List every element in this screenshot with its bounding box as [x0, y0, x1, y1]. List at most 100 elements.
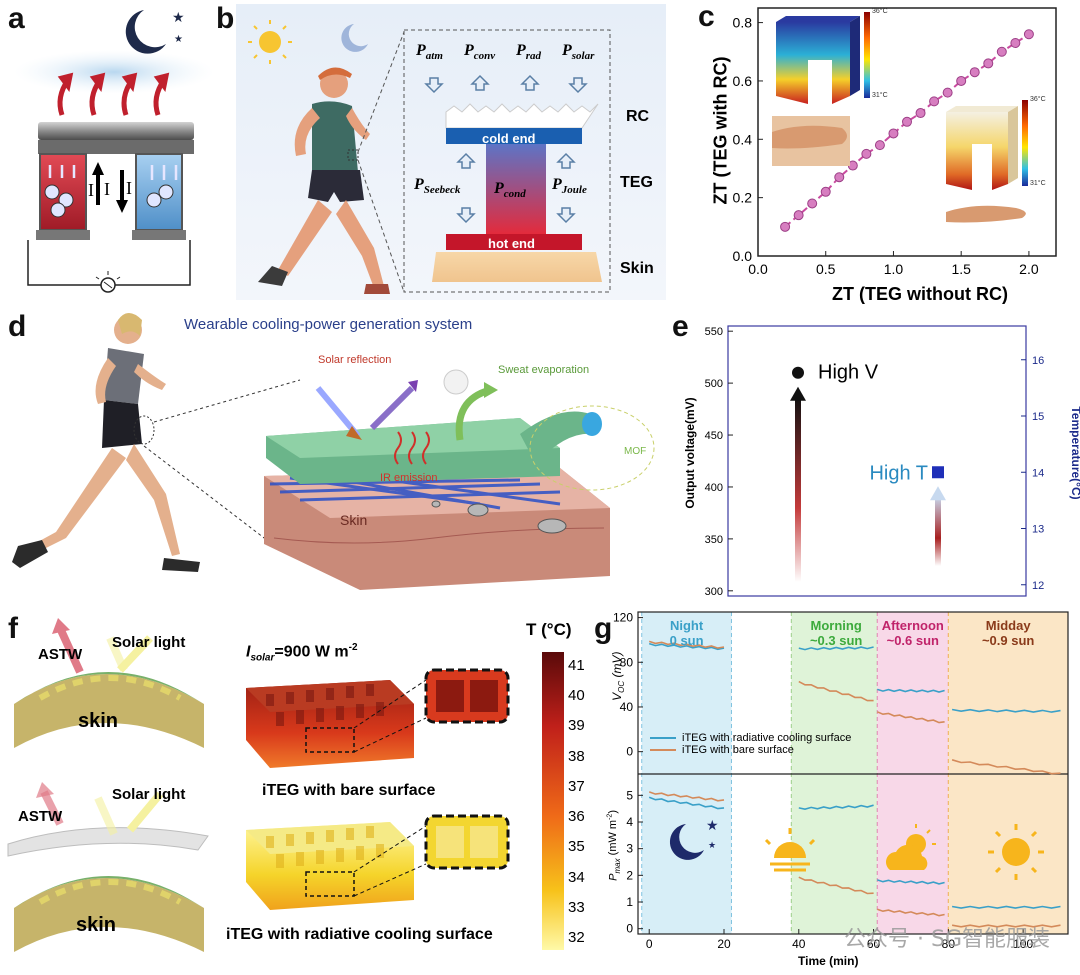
panel-g-label: g	[594, 612, 613, 645]
colorbar-tick-label: 32	[568, 929, 585, 946]
c-ytick-label: 0.4	[733, 131, 753, 147]
d-title: Wearable cooling-power generation system	[184, 316, 473, 333]
c-data-point	[834, 172, 845, 183]
hot-end-bar	[446, 234, 582, 250]
e-ylabel-right: Temperature(°C)	[1069, 406, 1080, 500]
g-top-series-rc	[951, 708, 1061, 713]
g-xtick-label: 20	[717, 937, 731, 951]
c-data-point	[874, 140, 885, 151]
period-label-night: Night 0 sun	[669, 618, 704, 648]
svg-text:★: ★	[172, 9, 185, 25]
c-xtick-label: 1.0	[884, 261, 904, 277]
e-ytick-label-left: 300	[705, 586, 723, 598]
skin-layer	[432, 252, 602, 282]
inset2-colorbar-top: 36°C	[1030, 96, 1046, 103]
e-ytick-label-right: 15	[1032, 411, 1044, 423]
c-data-point	[780, 221, 791, 232]
p-joule-label: PJoule	[552, 176, 587, 197]
c-ytick-label: 0.8	[733, 15, 753, 31]
colorbar-title: T (°C)	[526, 620, 572, 639]
e-ytick-label-right: 16	[1032, 355, 1044, 367]
panel-a-label: a	[8, 2, 25, 35]
colorbar-tick-label: 37	[568, 777, 585, 795]
g-top-series-rc	[648, 642, 725, 651]
g-ytick-label-bottom: 3	[626, 842, 633, 856]
g-period-band	[877, 612, 949, 934]
c-data-point	[983, 58, 994, 69]
panel-f-label: f	[8, 612, 18, 645]
night-moon-icon: ★ ★	[669, 817, 719, 860]
e-ytick-label-left: 450	[705, 430, 723, 442]
iteg-rc-3d	[246, 814, 510, 910]
top-plate	[38, 122, 194, 140]
c-data-point	[861, 148, 872, 159]
e-frame	[727, 325, 1027, 597]
g-top-series-bare	[798, 680, 874, 702]
g-top-series-bare	[648, 640, 725, 649]
isolar-label: Isolar=900 W m-2	[246, 642, 358, 664]
e-ytick-label-right: 12	[1032, 580, 1044, 592]
e-label-high-t: High T	[869, 462, 928, 484]
e-ylabel-left: Output voltage(mV)	[683, 397, 697, 509]
hot-end-label: hot end	[488, 236, 535, 251]
c-data-point	[820, 186, 831, 197]
sun-icon	[248, 20, 292, 64]
current-label-left: I	[88, 180, 94, 200]
c-xlabel: ZT (TEG without RC)	[832, 284, 1008, 304]
p-seebeck-label: PSeebeck	[414, 176, 461, 197]
g-bottom-series-bare	[648, 791, 725, 802]
g-period-band	[641, 612, 732, 934]
inset-thermal-map-bare	[942, 100, 1034, 232]
g-bottom-series-bare	[951, 924, 1061, 928]
g-ytick-label-top: 0	[626, 745, 633, 759]
current-label-right: I	[126, 178, 132, 198]
c-data-point	[969, 67, 980, 78]
mof-circle	[529, 405, 655, 491]
g-xlabel: Time (min)	[798, 954, 859, 968]
period-label-morning: Morning ~0.3 sun	[809, 618, 863, 648]
runner-woman-illustration	[12, 313, 200, 572]
c-data-point	[807, 198, 818, 209]
e-arrowhead-high-t	[930, 486, 946, 501]
sweat-evaporation-label: Sweat evaporation	[498, 364, 590, 376]
ir-emission-label: IR emission	[380, 472, 438, 484]
g-ytick-label-bottom: 1	[626, 895, 633, 909]
e-label-high-v: High V	[818, 362, 879, 384]
g-xtick-label: 100	[1013, 937, 1033, 951]
morning-sunrise-icon	[764, 828, 816, 872]
panel-g-chart: 0 40 80 120 0 1 2 3 4 5 0 20 40 60 80 100 ★ ★ N	[594, 608, 1080, 975]
p-conv-label: Pconv	[464, 42, 496, 63]
g-bottom-series-rc	[951, 905, 1061, 909]
g-bottom-series-bare	[877, 908, 945, 917]
g-xtick-label: 40	[792, 937, 806, 951]
g-top-series-bare	[951, 759, 1061, 775]
g-ytick-label-bottom: 2	[626, 868, 633, 882]
g-ytick-label-bottom: 4	[626, 815, 633, 829]
mof-label: MOF	[624, 446, 647, 457]
c-data-point	[942, 87, 953, 98]
cold-end-label: cold end	[482, 131, 536, 146]
p-atm-label: Patm	[416, 42, 443, 63]
top-connector	[38, 140, 194, 154]
c-xtick-label: 0.5	[816, 261, 836, 277]
watermark: 公众号 · SG智能服装	[844, 927, 1050, 952]
e-arrow-high-v	[795, 396, 801, 582]
c-ytick-label: 0.2	[733, 190, 753, 206]
panel-a-diagram: ★ ★ I I I I	[14, 0, 214, 300]
teg-pillar	[486, 144, 546, 234]
skin-layer-label: Skin	[620, 260, 654, 277]
g-xtick-label: 80	[942, 937, 956, 951]
g-xtick-label: 0	[646, 937, 653, 951]
panel-d-label: d	[8, 310, 27, 343]
c-ytick-label: 0.0	[733, 248, 753, 264]
solar-reflection-label: Solar reflection	[318, 354, 392, 366]
panel-b-label: b	[216, 2, 235, 35]
c-xtick-label: 2.0	[1019, 261, 1039, 277]
c-frame	[757, 7, 1057, 257]
e-ytick-label-left: 350	[705, 534, 723, 546]
device-bottom	[7, 782, 209, 952]
colorbar-tick-label: 40	[568, 687, 585, 705]
temperature-colorbar	[542, 652, 564, 950]
panel-e-label: e	[672, 310, 689, 343]
g-bottom-series-bare	[798, 876, 874, 895]
